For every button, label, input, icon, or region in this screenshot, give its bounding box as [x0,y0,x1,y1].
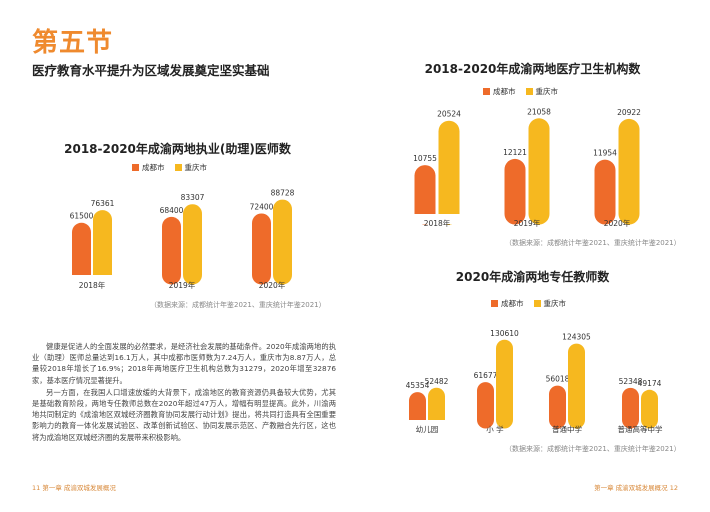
section-title: 第五节 [32,28,114,58]
legend-swatch-chengdu [132,164,139,171]
category-label: 普通中学 [552,424,582,434]
bar-chongqing [568,343,585,429]
legend-label: 重庆市 [184,163,208,172]
bar-chengdu [409,392,426,429]
chart-title-physicians: 2018-2020年成渝两地执业(助理)医师数 [64,142,291,156]
legend-item-chengdu: 成都市 [483,86,516,97]
data-label: 21058 [527,107,551,116]
legend-item-chongqing: 重庆市 [525,86,559,97]
chart-title-institutions: 2018-2020年成渝两地医疗卫生机构数 [424,62,641,76]
bar-chengdu [549,385,566,429]
section-subtitle: 医疗教育水平提升为区域发展奠定坚实基础 [32,63,270,78]
data-label: 61677 [474,371,498,380]
data-label: 83307 [181,193,205,202]
data-label: 88728 [271,189,295,198]
left-page: 第五节 医疗教育水平提升为区域发展奠定坚实基础 2018-2020年成渝两地执业… [0,28,355,492]
legend-teachers: 成都市 重庆市 [491,298,566,309]
chart-source-teachers: （数据来源：成都统计年鉴2021、重庆统计年鉴2021） [505,445,681,453]
legend-label: 成都市 [142,163,165,172]
data-label: 10755 [413,154,437,163]
legend-item-chongqing: 重庆市 [533,298,567,309]
data-label: 124305 [562,333,591,342]
paragraph: 健康是促进人的全面发展的必然要求，是经济社会发展的基础条件。2020年成渝两地的… [32,342,336,385]
bar-chengdu [414,165,436,225]
bar-chongqing [641,389,658,429]
data-label: 52482 [425,377,449,386]
chart-source-institutions: （数据来源：成都统计年鉴2021、重庆统计年鉴2021） [505,239,681,247]
data-label: 72400 [250,202,274,211]
category-label: 普通高等中学 [618,424,663,434]
bar-chongqing [93,210,112,285]
legend-physicians: 成都市 重庆市 [132,162,207,173]
data-label: 45354 [406,381,430,390]
category-label: 幼儿园 [416,424,439,434]
bar-chongqing [183,204,202,285]
bar-chongqing [273,199,292,285]
bar-chengdu [622,387,639,429]
legend-label: 成都市 [501,299,524,308]
data-label: 68400 [160,206,184,215]
legend-item-chengdu: 成都市 [491,298,524,309]
bar-chengdu [72,222,91,285]
bar-chongqing [528,118,550,225]
page-footer-left: 11 第一章 成渝双城发展概况 [32,484,116,492]
paragraph: 另一方面，在我国人口增速放缓的大背景下，成渝地区的教育资源仍具备较大优势，尤其是… [32,387,336,442]
chart-title-teachers: 2020年成渝两地专任教师数 [455,270,610,284]
category-label: 2020年 [259,280,286,290]
data-label: 20922 [617,108,641,117]
legend-swatch-chongqing [533,300,541,307]
data-label: 49174 [638,379,662,388]
bar-chengdu [477,382,494,429]
bar-chongqing [618,118,640,225]
body-text: 健康是促进人的全面发展的必然要求，是经济社会发展的基础条件。2020年成渝两地的… [32,341,336,444]
institutions-bar-chart: 10755 20524 2018年 12121 21058 2019年 11954 20922… [355,107,710,228]
bar-chongqing [428,387,445,429]
legend-institutions: 成都市 重庆市 [483,86,558,97]
data-label: 11954 [593,149,617,158]
bar-chengdu [594,159,616,225]
legend-label: 重庆市 [535,87,559,96]
legend-swatch-chongqing [174,164,182,171]
category-label: 2019年 [514,218,541,228]
bar-chengdu [504,158,526,225]
legend-item-chengdu: 成都市 [132,162,165,173]
category-label: 2018年 [79,280,106,290]
data-label: 76361 [91,199,115,208]
physicians-bar-chart: 61500 76361 2018年 68400 83307 2019年 72400 88728… [0,189,355,290]
category-label: 2019年 [169,280,196,290]
data-label: 20524 [437,110,461,119]
category-label: 2020年 [604,218,631,228]
category-label: 2018年 [424,218,451,228]
data-label: 130610 [490,329,519,338]
legend-label: 重庆市 [543,299,567,308]
data-label: 12121 [503,148,527,157]
category-label: 小 学 [486,424,504,434]
legend-swatch-chengdu [483,88,490,95]
bar-chengdu [162,216,181,285]
bar-chongqing [496,339,513,429]
legend-swatch-chengdu [491,300,498,307]
legend-label: 成都市 [493,87,516,96]
data-label: 56018 [546,375,570,384]
data-label: 61500 [70,212,94,221]
legend-swatch-chongqing [525,88,533,95]
right-page: 2018-2020年成渝两地医疗卫生机构数 成都市 重庆市 10755 20524… [355,0,710,512]
data-label: 52348 [619,377,643,386]
legend-item-chongqing: 重庆市 [174,162,208,173]
baseline-mask [355,420,710,430]
bar-chongqing [438,120,460,225]
chart-source-physicians: （数据来源：成都统计年鉴2021、重庆统计年鉴2021） [150,301,326,309]
bar-chengdu [252,213,271,285]
page-footer-right: 第一章 成渝双城发展概况 12 [594,484,678,492]
